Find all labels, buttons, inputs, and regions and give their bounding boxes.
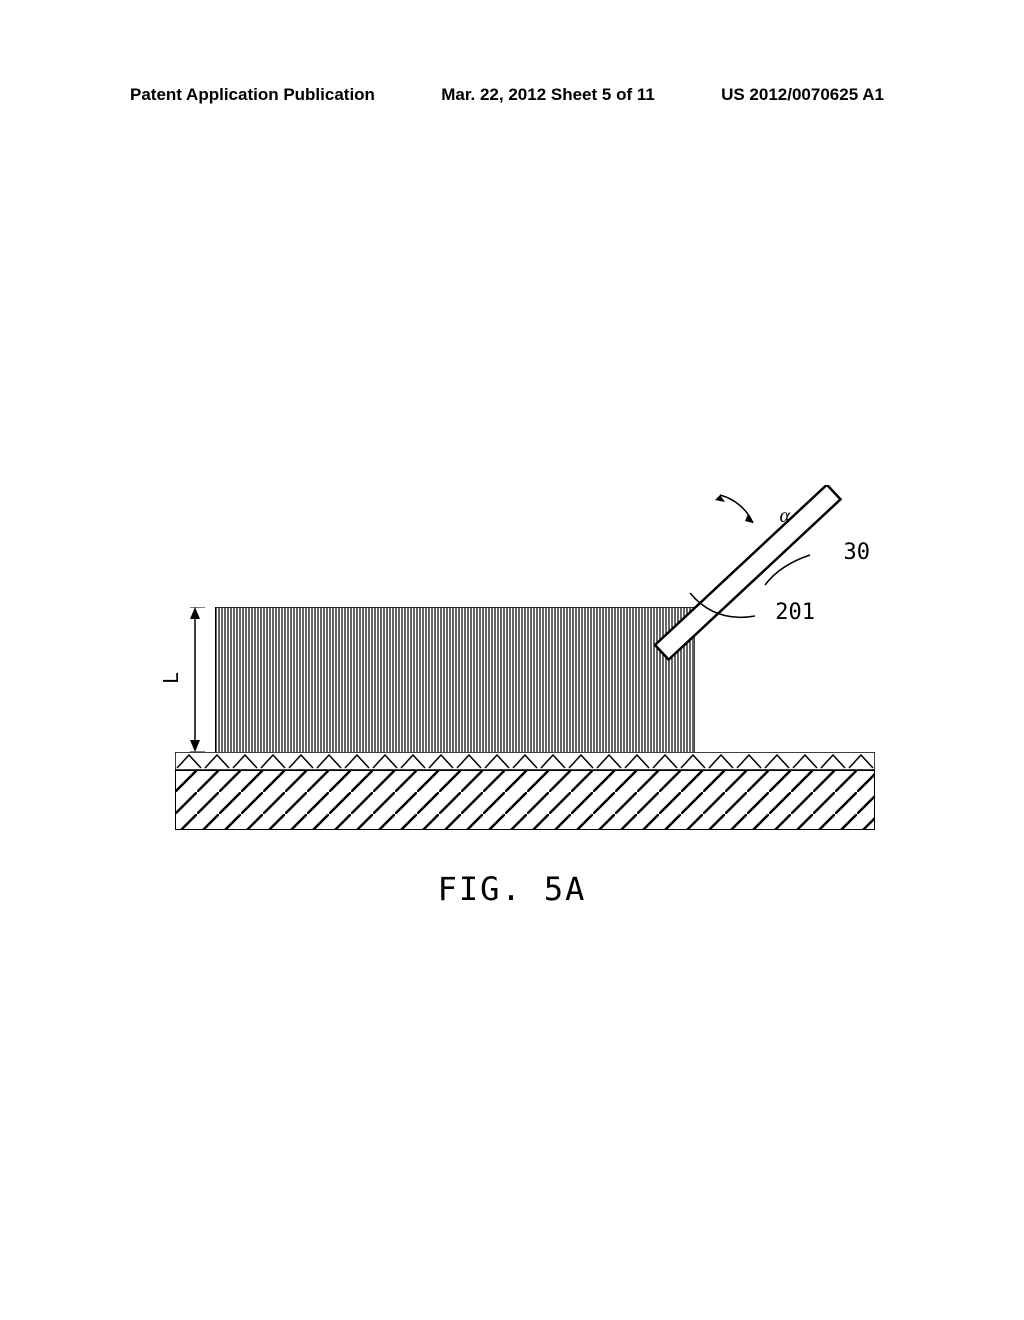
patent-diagram: 30 201 α L bbox=[175, 480, 875, 830]
header-left: Patent Application Publication bbox=[130, 85, 375, 105]
substrate-base bbox=[175, 770, 875, 830]
angle-arc bbox=[680, 490, 760, 570]
label-angle: α bbox=[780, 505, 791, 528]
label-dimension: L bbox=[159, 672, 183, 684]
leader-line-30 bbox=[760, 545, 820, 590]
header-right: US 2012/0070625 A1 bbox=[721, 85, 884, 105]
figure-caption: FIG. 5A bbox=[0, 870, 1024, 908]
label-tool-ref: 30 bbox=[844, 540, 871, 565]
leader-line-201 bbox=[685, 588, 765, 638]
substrate-layer bbox=[175, 752, 875, 770]
dimension-l bbox=[180, 607, 210, 752]
page-header: Patent Application Publication Mar. 22, … bbox=[0, 85, 1024, 105]
label-filament-ref: 201 bbox=[775, 600, 815, 625]
header-center: Mar. 22, 2012 Sheet 5 of 11 bbox=[441, 85, 655, 105]
